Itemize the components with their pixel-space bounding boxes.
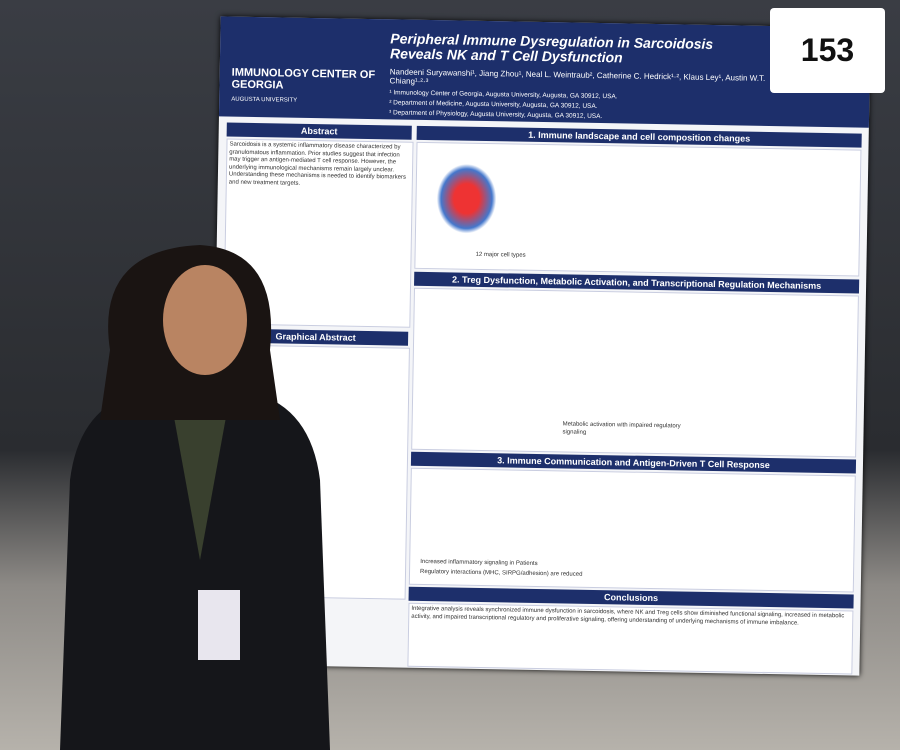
shirt <box>170 395 230 560</box>
face <box>163 265 247 375</box>
badge-card <box>198 590 240 660</box>
board-number: 153 <box>770 8 885 93</box>
jacket <box>60 390 330 750</box>
